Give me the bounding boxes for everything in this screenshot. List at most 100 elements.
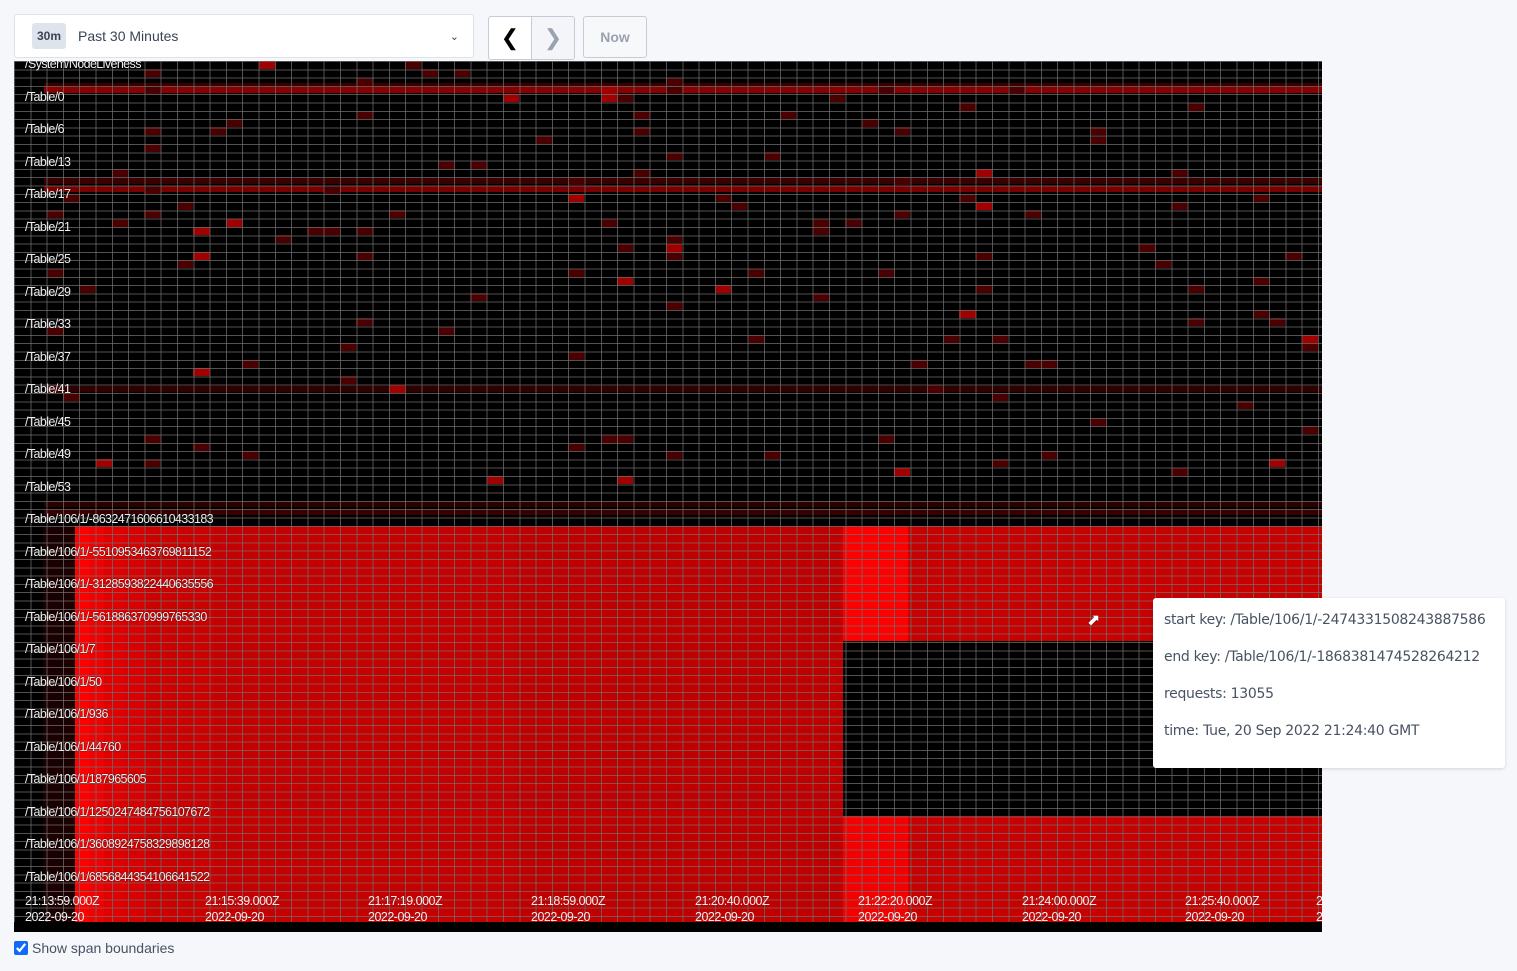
heatmap-cell[interactable]: [617, 94, 634, 103]
heatmap-cell[interactable]: [617, 243, 634, 252]
heatmap-cell[interactable]: [812, 293, 829, 302]
heatmap-cell[interactable]: [1024, 359, 1041, 368]
heatmap-cell[interactable]: [843, 526, 908, 641]
heatmap-cell[interactable]: [44, 87, 1322, 93]
heatmap-cell[interactable]: [1171, 467, 1188, 476]
heatmap-cell[interactable]: [1171, 168, 1188, 177]
show-span-boundaries-checkbox[interactable]: [14, 941, 28, 955]
heatmap-cell[interactable]: [1089, 127, 1107, 136]
heatmap-cell[interactable]: [780, 110, 797, 119]
heatmap-cell[interactable]: [666, 235, 683, 244]
heatmap-cell[interactable]: [714, 285, 732, 294]
heatmap-cell[interactable]: [666, 77, 683, 86]
heatmap-cell[interactable]: [1024, 210, 1041, 219]
heatmap-cell[interactable]: [1187, 318, 1204, 327]
heatmap-cell[interactable]: [1089, 417, 1107, 426]
heatmap-cell[interactable]: [44, 509, 1322, 515]
heatmap-cell[interactable]: [568, 193, 585, 202]
heatmap-cell[interactable]: [959, 193, 976, 202]
heatmap-cell[interactable]: [470, 160, 487, 169]
heatmap-cell[interactable]: [1269, 459, 1286, 468]
heatmap-cell[interactable]: [877, 85, 895, 94]
heatmap-cell[interactable]: [1171, 202, 1188, 211]
heatmap-cell[interactable]: [959, 102, 976, 111]
heatmap-cell[interactable]: [910, 359, 927, 368]
heatmap-cell[interactable]: [926, 384, 944, 393]
heatmap-cell[interactable]: [1040, 359, 1058, 368]
heatmap-cell[interactable]: [633, 110, 650, 119]
heatmap-cell[interactable]: [44, 186, 1322, 192]
heatmap-cell[interactable]: [763, 451, 781, 460]
heatmap-cell[interactable]: [666, 251, 683, 260]
heatmap-cell[interactable]: [177, 202, 194, 211]
key-visualizer-heatmap[interactable]: /System/NodeLiveness/Table/0/Table/6/Tab…: [14, 61, 1322, 932]
heatmap-cell[interactable]: [666, 85, 683, 94]
heatmap-cell[interactable]: [975, 285, 992, 294]
heatmap-cell[interactable]: [144, 210, 161, 219]
heatmap-cell[interactable]: [633, 127, 650, 136]
heatmap-cell[interactable]: [617, 476, 634, 484]
heatmap-cell[interactable]: [258, 61, 275, 69]
heatmap-cell[interactable]: [992, 334, 1009, 343]
heatmap-cell[interactable]: [144, 459, 161, 468]
heatmap-cell[interactable]: [437, 160, 455, 169]
heatmap-cell[interactable]: [617, 434, 634, 443]
heatmap-cell[interactable]: [1138, 243, 1155, 252]
heatmap-cell[interactable]: [894, 177, 911, 186]
heatmap-cell[interactable]: [1089, 135, 1107, 144]
heatmap-cell[interactable]: [307, 227, 324, 235]
heatmap-cell[interactable]: [894, 127, 911, 136]
heatmap-cell[interactable]: [975, 251, 992, 260]
heatmap-cell[interactable]: [514, 526, 843, 922]
heatmap-cell[interactable]: [46, 210, 63, 219]
heatmap-cell[interactable]: [274, 235, 292, 244]
heatmap-cell[interactable]: [1155, 260, 1172, 269]
heatmap-cell[interactable]: [356, 318, 373, 327]
heatmap-cell[interactable]: [600, 218, 618, 227]
heatmap-cell[interactable]: [975, 202, 992, 211]
heatmap-cell[interactable]: [388, 210, 406, 219]
heatmap-cell[interactable]: [861, 119, 878, 128]
heatmap-cell[interactable]: [747, 268, 764, 277]
heatmap-cell[interactable]: [356, 227, 373, 235]
heatmap-cell[interactable]: [144, 69, 161, 78]
heatmap-cell[interactable]: [193, 251, 210, 260]
heatmap-cell[interactable]: [1252, 276, 1270, 285]
heatmap-cell[interactable]: [959, 310, 976, 318]
heatmap-cell[interactable]: [340, 343, 357, 352]
heatmap-cell[interactable]: [1236, 401, 1253, 410]
heatmap-cell[interactable]: [177, 260, 194, 269]
heatmap-cell[interactable]: [1301, 426, 1318, 435]
heatmap-cell[interactable]: [193, 227, 210, 235]
heatmap-cell[interactable]: [877, 434, 895, 443]
heatmap-cell[interactable]: [1285, 251, 1302, 260]
heatmap-cell[interactable]: [763, 152, 781, 161]
show-span-boundaries-toggle[interactable]: Show span boundaries: [14, 940, 174, 956]
heatmap-cell[interactable]: [242, 359, 259, 368]
heatmap-cell[interactable]: [666, 451, 683, 460]
heatmap-cell[interactable]: [1252, 193, 1270, 202]
heatmap-cell[interactable]: [356, 77, 373, 86]
heatmap-cell[interactable]: [144, 85, 161, 94]
heatmap-cell[interactable]: [568, 351, 585, 360]
heatmap-cell[interactable]: [1269, 318, 1286, 327]
next-button[interactable]: ❯: [532, 17, 574, 59]
heatmap-cell[interactable]: [617, 276, 634, 285]
heatmap-cell[interactable]: [568, 177, 585, 186]
heatmap-cell[interactable]: [666, 301, 683, 310]
heatmap-cell[interactable]: [193, 442, 210, 451]
heatmap-cell[interactable]: [812, 227, 829, 235]
heatmap-cell[interactable]: [943, 334, 960, 343]
heatmap-cell[interactable]: [470, 293, 487, 302]
heatmap-cell[interactable]: [894, 467, 911, 476]
heatmap-cell[interactable]: [95, 459, 112, 468]
heatmap-cell[interactable]: [144, 185, 161, 194]
heatmap-cell[interactable]: [535, 135, 552, 144]
heatmap-cell[interactable]: [144, 127, 161, 136]
heatmap-cell[interactable]: [1008, 85, 1025, 94]
previous-button[interactable]: ❮: [489, 17, 532, 59]
heatmap-cell[interactable]: [812, 218, 829, 227]
heatmap-cell[interactable]: [1040, 451, 1058, 460]
heatmap-cell[interactable]: [600, 85, 618, 94]
heatmap-cell[interactable]: [144, 434, 161, 443]
